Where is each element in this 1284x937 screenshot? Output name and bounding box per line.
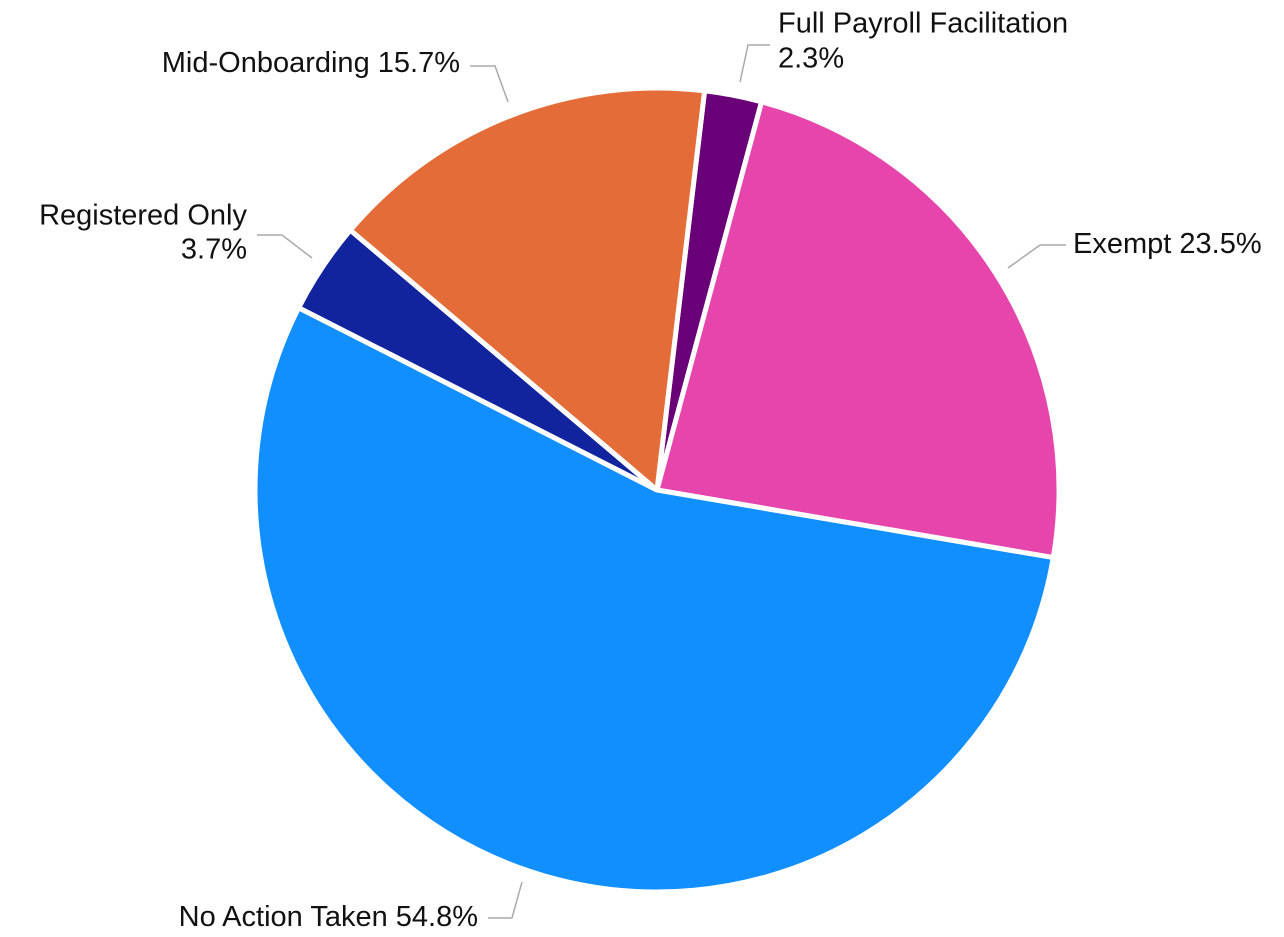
slice-label-group: No Action Taken 54.8% (179, 901, 478, 933)
slice-label: Registered Only (39, 200, 247, 232)
slice-value: 2.3% (778, 43, 844, 75)
pie-slice (252, 305, 1056, 895)
slice-label: Full Payroll Facilitation (778, 8, 1068, 40)
leader-line (488, 881, 523, 919)
leader-line (470, 65, 509, 103)
pie-slice (347, 85, 708, 493)
leader-line (257, 234, 313, 259)
slice-label: No Action Taken (179, 901, 388, 933)
leader-line (739, 44, 770, 83)
slice-label: Exempt (1073, 228, 1171, 260)
slice-label-group: Exempt 23.5% (1073, 228, 1262, 260)
slice-label: Mid-Onboarding (162, 47, 370, 79)
slice-value: 23.5% (1179, 228, 1261, 260)
slice-value: 54.8% (396, 901, 478, 933)
slice-value: 15.7% (378, 47, 460, 79)
slice-label-group: Mid-Onboarding 15.7% (162, 47, 460, 79)
pie-slice (654, 99, 1062, 561)
slice-value: 3.7% (181, 234, 247, 266)
leader-line (1007, 244, 1066, 269)
